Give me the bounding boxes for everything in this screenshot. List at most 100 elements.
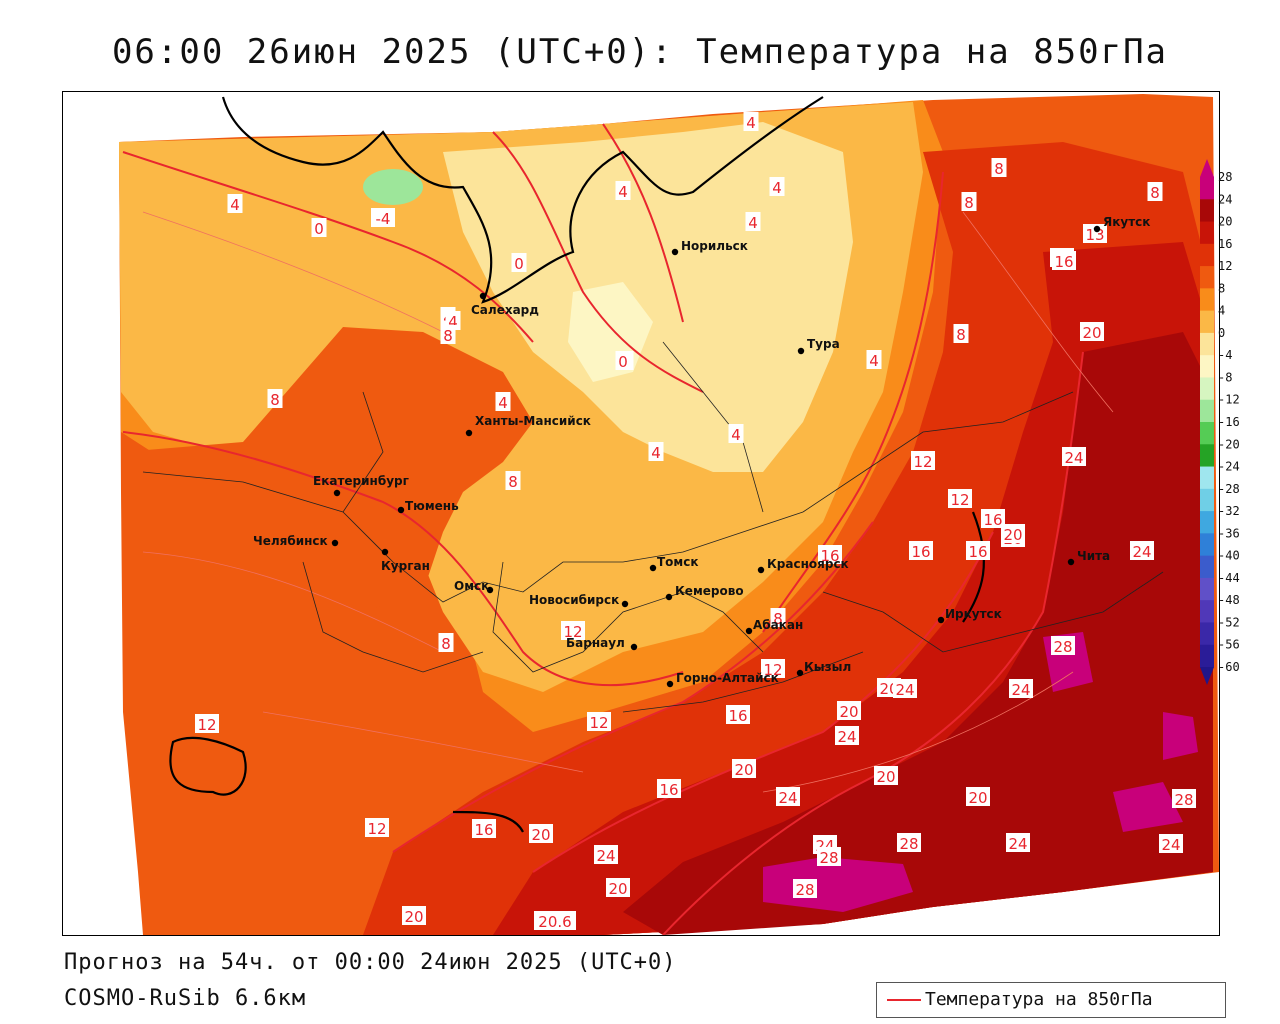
city-dot [333, 489, 341, 497]
contour-label-bg [961, 192, 977, 211]
city-label: Абакан [753, 618, 803, 632]
contour-label-bg [1147, 182, 1163, 201]
colorbar-tick-label: 8 [1218, 281, 1225, 295]
colorbar-tick-label: 28 [1218, 170, 1232, 184]
contour-label-bg [776, 787, 800, 806]
contour-label: 16 [1054, 253, 1073, 271]
city-label: Томск [657, 555, 699, 569]
contour-label-bg [402, 906, 426, 925]
colorbar-tick-label: 4 [1218, 304, 1225, 318]
city-markers: Якутск Норильск Салехард Тура Ханты-Мансийск… [253, 215, 1150, 688]
colorbar-tick-label: -40 [1218, 549, 1240, 563]
contour-label: 20 [839, 703, 858, 721]
contour-label-bg [1080, 322, 1104, 341]
contour-label: 24 [837, 728, 856, 746]
contour-label-bg [227, 194, 243, 213]
contour-label-bg [837, 701, 861, 720]
city-label: Ханты-Мансийск [475, 414, 591, 428]
colorbar-tick-label: -36 [1218, 526, 1240, 540]
admin-borders [142, 341, 1164, 713]
coastlines [169, 96, 985, 833]
contour-label-bg [909, 541, 933, 560]
contour-label-bg [615, 351, 631, 370]
contour-label: 24 [596, 847, 615, 865]
contour-label-bg [966, 787, 990, 806]
legend-box: Температура на 850гПа [876, 982, 1226, 1018]
contour-label-bg [657, 779, 681, 798]
contour-label-bg [615, 181, 631, 200]
map-area[interactable]: 4444444444400-40088888888812121212121212… [62, 91, 1220, 936]
contour-label-bg [948, 489, 972, 508]
colorbar-tick-label: 24 [1218, 192, 1232, 206]
contour-label-bg [911, 451, 935, 470]
contour-label-bg [893, 679, 917, 698]
colorbar: 28 24 20 16 12 8 4 0 -4 -8 -12 -16 -20 -24 -28 -32 -36 -4… [1200, 159, 1240, 685]
contour-label: 4 [772, 179, 782, 197]
city-dot [745, 627, 753, 635]
contour-label: 4 [618, 183, 628, 201]
colorbar-segment [1200, 422, 1214, 445]
colorbar-tick-label: -4 [1218, 348, 1232, 362]
colorbar-segment [1200, 243, 1214, 267]
city-dot [649, 564, 657, 572]
colorbar-tick-label: -16 [1218, 415, 1240, 429]
legend-label: Температура на 850гПа [925, 989, 1153, 1010]
contour-label: 24 [778, 789, 797, 807]
city-label: Горно-Алтайск [676, 671, 779, 685]
contour-label: 28 [1174, 791, 1193, 809]
colorbar-segment [1200, 644, 1214, 668]
contour-label: 28 [795, 881, 814, 899]
city-label: Барнаул [566, 636, 625, 650]
city-dot [397, 506, 405, 514]
contour-label: 24 [895, 681, 914, 699]
contour-label-bg [743, 112, 759, 131]
legend-line-icon [887, 999, 921, 1001]
contour-label-bg [371, 208, 395, 227]
contour-label-bg [874, 766, 898, 785]
contour-label: 16 [728, 707, 747, 725]
city-label: Челябинск [253, 534, 328, 548]
contour-label: 16 [659, 781, 678, 799]
zone-28-plus [1163, 712, 1198, 760]
contour-label-bg [1159, 834, 1183, 853]
contour-label: 12 [589, 714, 608, 732]
contour-label: -4 [376, 210, 391, 228]
colorbar-min-arrow [1200, 667, 1214, 685]
colorbar-max-arrow [1200, 159, 1214, 177]
city-dot [671, 248, 679, 256]
city-label: Новосибирск [529, 593, 619, 607]
contour-label-bg [866, 350, 882, 369]
contour-label: 20 [734, 761, 753, 779]
contour-label: 20 [968, 789, 987, 807]
contour-label: 4 [651, 444, 661, 462]
colorbar-tick-label: -52 [1218, 615, 1240, 629]
colorbar-tick-label: -48 [1218, 593, 1240, 607]
contour-label: 8 [1150, 184, 1160, 202]
city-dot [621, 600, 629, 608]
contour-label-bg [1001, 524, 1025, 543]
colorbar-segment [1200, 622, 1214, 646]
contour-label-bg [761, 659, 785, 678]
contour-label: 28 [1053, 638, 1072, 656]
contour-label-bg [438, 633, 454, 652]
contour-label-bg [981, 509, 1005, 528]
contour-label-bg [311, 218, 327, 237]
contour-label: 24 [1064, 449, 1083, 467]
city-dot [479, 292, 487, 300]
city-dot [797, 347, 805, 355]
contour-label: 4 [230, 196, 240, 214]
colorbar-tick-label: 12 [1218, 259, 1232, 273]
contour-label: 12 [913, 453, 932, 471]
contour-label-bg [365, 818, 389, 837]
contour-label-bg [587, 712, 611, 731]
contour-label: 12 [197, 716, 216, 734]
colorbar-segment [1200, 310, 1214, 334]
colorbar-tick-label: 20 [1218, 215, 1232, 229]
contour-label-bg [793, 879, 817, 898]
contour-label: 0 [314, 220, 324, 238]
zone-24-28 [623, 332, 1213, 935]
colorbar-segment [1200, 555, 1214, 579]
colorbar-tick-label: -44 [1218, 571, 1240, 585]
contour-label: 20 [531, 826, 550, 844]
contour-label: 8 [964, 194, 974, 212]
